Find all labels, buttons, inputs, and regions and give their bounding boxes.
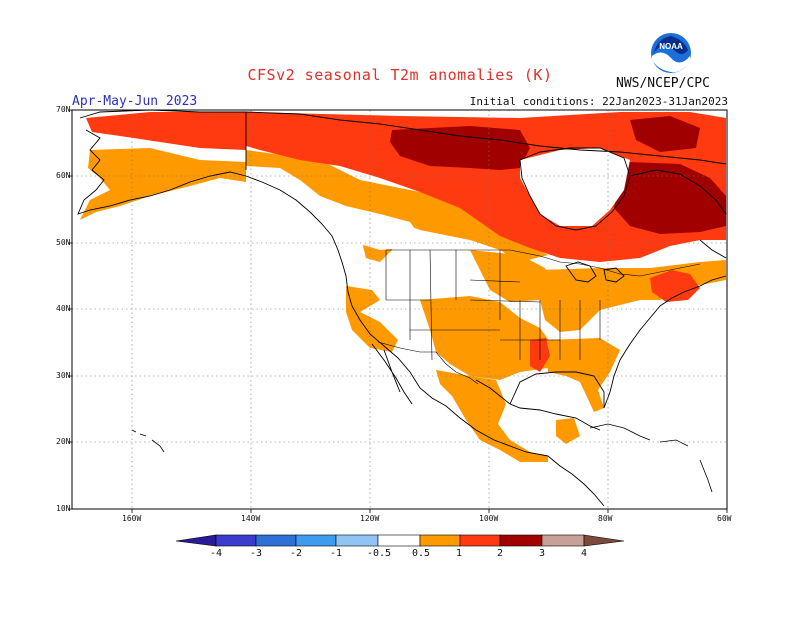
hudson-bay: [519, 147, 631, 231]
initial-conditions-label: Initial conditions: 22Jan2023-31Jan2023: [469, 95, 728, 108]
map-frame: [71, 109, 728, 510]
canada-central-darkred: [390, 126, 530, 170]
colorbar-label: -1: [330, 548, 343, 559]
colorbar-segment: [215, 534, 257, 547]
us-canada-border: [386, 249, 701, 277]
mexico-orange: [436, 370, 548, 462]
central-america: [547, 455, 605, 507]
lat-label: 30N: [56, 371, 71, 380]
colorbar-label: 4: [581, 548, 588, 559]
islands: [131, 423, 713, 493]
west-us-orange: [346, 286, 398, 352]
southeast-us-orange: [546, 338, 620, 412]
near-normal-regions: [246, 148, 630, 250]
pacific-coast: [245, 175, 549, 457]
anomaly-darkred-regions: [390, 116, 726, 234]
hawaii: [131, 429, 165, 453]
colorbar-segment: [255, 534, 297, 547]
quebec-darkred: [614, 162, 726, 234]
political-borders: [377, 249, 701, 385]
plains-orange: [470, 250, 555, 302]
colorbar: [175, 534, 625, 547]
antilles: [699, 459, 713, 493]
colorbar-label: -0.5: [367, 548, 392, 559]
canada-north-red: [246, 112, 726, 262]
alaska-orange: [80, 148, 246, 220]
season-label: Apr-May-Jun 2023: [72, 94, 198, 109]
colorbar-segment: [541, 534, 585, 547]
state-lines: [385, 249, 601, 361]
colorbar-segment: [459, 534, 501, 547]
anomaly-red-regions: [86, 112, 726, 372]
great-lakes: [565, 261, 625, 283]
baja: [371, 343, 413, 405]
colorbar-segment: [499, 534, 543, 547]
us-mexico-border: [377, 341, 479, 385]
lat-label: 60N: [56, 171, 71, 180]
lat-label: 70N: [56, 105, 71, 114]
lat-label: 40N: [56, 304, 71, 313]
lon-label: 160W: [122, 514, 142, 523]
colorbar-label: -4: [210, 548, 223, 559]
canada-ne-darkred: [630, 116, 700, 152]
graticule: [72, 110, 727, 509]
lat-label: 20N: [56, 437, 71, 446]
colorbar-label: 0.5: [412, 548, 431, 559]
hispaniola: [659, 439, 689, 447]
gulf-coast: [475, 371, 605, 431]
lat-label: 50N: [56, 238, 71, 247]
anomaly-orange-regions: [80, 148, 726, 462]
hudson-bay-white: [520, 148, 630, 226]
tick-marks: [68, 109, 728, 513]
colorbar-label: -2: [290, 548, 303, 559]
lon-label: 100W: [479, 514, 499, 523]
agency-label: NWS/NCEP/CPC: [616, 76, 710, 91]
colorbar-segment: [377, 534, 421, 547]
colorbar-label: -3: [250, 548, 263, 559]
yucatan-orange: [556, 418, 580, 444]
colorbar-segment: [295, 534, 337, 547]
colorbar-label: 1: [456, 548, 463, 559]
alaska-north-red: [86, 112, 246, 150]
colorbar-label: 3: [539, 548, 546, 559]
canada-west-orange: [246, 150, 548, 262]
atlantic-coast: [603, 275, 727, 409]
colorbar-segment: [335, 534, 379, 547]
colorbar-segment: [175, 534, 217, 547]
lon-label: 60W: [717, 514, 732, 523]
colorbar-segment: [583, 534, 625, 547]
lon-label: 140W: [241, 514, 261, 523]
map-title: CFSv2 seasonal T2m anomalies (K): [247, 66, 553, 84]
new-england-red: [650, 270, 700, 302]
lon-label: 80W: [598, 514, 613, 523]
colorbar-segment: [419, 534, 461, 547]
central-us-orange: [420, 296, 560, 380]
canada-arctic: [245, 111, 727, 165]
lat-label: 10N: [56, 504, 71, 513]
alaska-interior-white: [246, 166, 420, 250]
lon-label: 120W: [360, 514, 380, 523]
labrador: [629, 169, 727, 259]
colorbar-label: 2: [497, 548, 504, 559]
noaa-logo-text: NOAA: [659, 42, 683, 51]
cuba: [589, 423, 651, 441]
noaa-logo: NOAA: [651, 33, 691, 73]
